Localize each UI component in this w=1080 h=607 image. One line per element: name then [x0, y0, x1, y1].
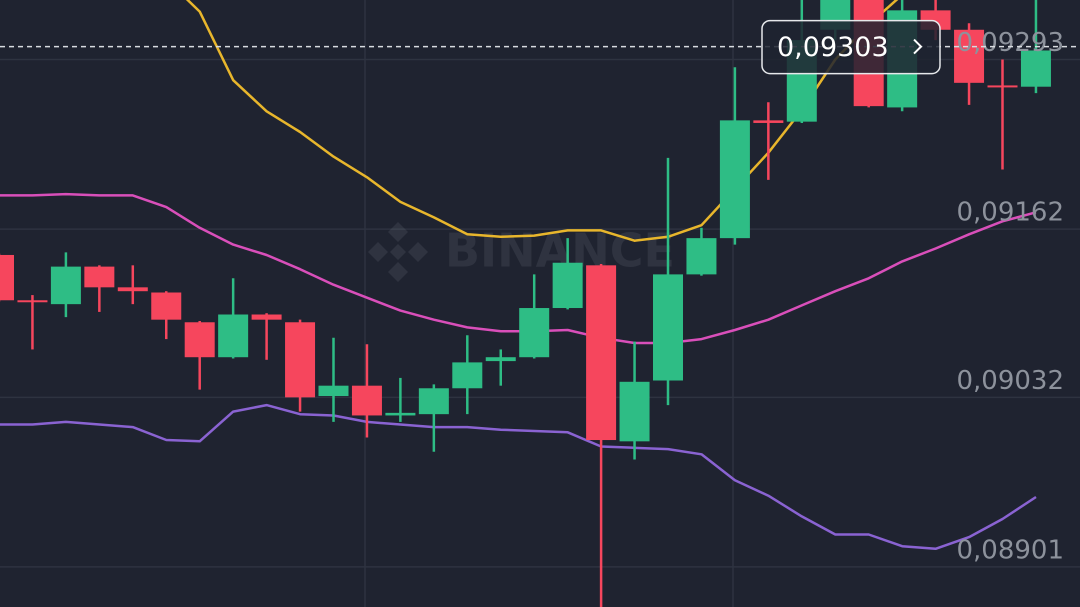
candle-body [987, 85, 1018, 88]
candle-body [719, 120, 750, 239]
y-tick-label: 0,08901 [956, 535, 1064, 565]
price-marker: 0,09303 [0, 19, 1080, 75]
candle-body [218, 314, 249, 358]
price-tag [761, 19, 941, 75]
chevron-icon [913, 38, 923, 55]
watermark-logo [368, 222, 428, 282]
candle-body [117, 287, 148, 292]
indicator-line [0, 192, 1037, 345]
candle-body [653, 274, 683, 381]
candle-body [686, 238, 717, 275]
candle-body [0, 254, 14, 301]
candle-body [151, 292, 182, 320]
candle-body [619, 381, 650, 442]
candle-body [385, 412, 416, 416]
candle-body [50, 266, 81, 305]
indicator-line [0, 403, 1037, 551]
candle-body [586, 265, 617, 441]
candle-body [17, 300, 48, 303]
y-axis-labels: 0,08901 0,09032 0,09162 0,09293 [956, 28, 1064, 565]
candle-body [485, 357, 516, 362]
candle-body [519, 308, 550, 358]
candle-body [552, 262, 583, 309]
candle-body [318, 385, 349, 397]
candle-body [251, 314, 282, 320]
y-tick-label: 0,09293 [956, 28, 1064, 58]
candle-body [84, 266, 115, 288]
y-tick-label: 0,09162 [956, 198, 1064, 228]
candle-body [418, 388, 449, 415]
candle-body [351, 385, 382, 416]
candle-body [452, 362, 483, 389]
candle-body [184, 322, 215, 358]
candle-body [954, 29, 985, 83]
candle-body [285, 322, 316, 398]
candles [0, 0, 1051, 607]
price-tag-label: 0,09303 [777, 32, 889, 63]
y-tick-label: 0,09032 [956, 366, 1064, 396]
candle-body [1020, 50, 1051, 87]
candle-body [753, 120, 784, 123]
